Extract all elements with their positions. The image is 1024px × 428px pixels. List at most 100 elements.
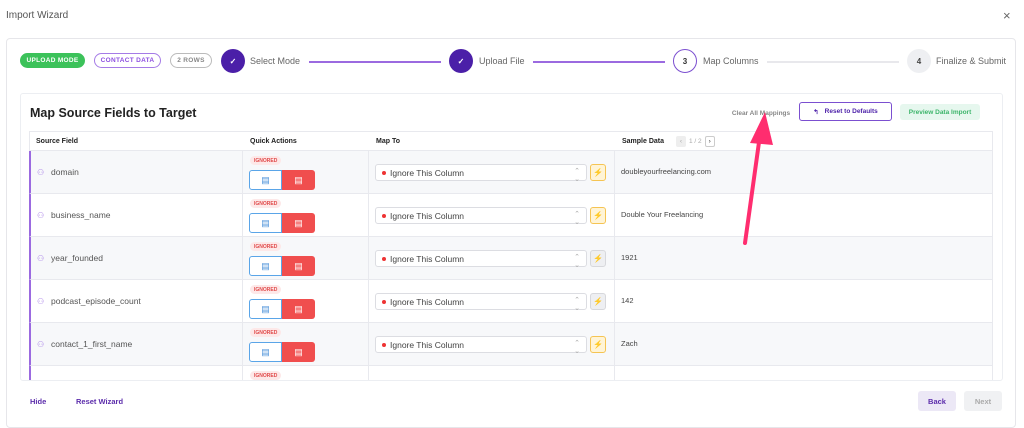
map-to-cell: Ignore This Column ⌃ ⌄ ⚡ xyxy=(369,151,615,194)
select-arrows-icon: ⌃ ⌄ xyxy=(574,297,580,312)
auto-map-bolt-icon[interactable]: ⚡ xyxy=(590,336,606,353)
map-to-select[interactable]: Ignore This Column ⌃ ⌄ xyxy=(375,207,587,226)
sample-value: 1921 xyxy=(621,253,638,262)
auto-map-bolt-icon[interactable]: ⚡ xyxy=(590,293,606,310)
selected-option: Ignore This Column xyxy=(390,296,465,307)
status-badge: IGNORED xyxy=(250,285,282,294)
status-dot xyxy=(382,257,386,261)
table-row: ⚇ year_founded IGNORED ▤ ▤ Ignore This Column… xyxy=(29,237,993,280)
source-field-name: year_founded xyxy=(51,253,103,263)
table-header: Source Field Quick Actions Map To Sample… xyxy=(29,131,993,151)
select-arrows-icon: ⌃ ⌄ xyxy=(574,168,580,183)
undo-icon: ↰ xyxy=(813,108,819,116)
quick-actions-cell: IGNORED ▤ ▤ xyxy=(243,280,369,323)
rows-chip: 2 ROWS xyxy=(170,53,212,68)
map-to-cell: Ignore This Column ⌃ ⌄ ⚡ xyxy=(369,280,615,323)
reset-to-defaults-button[interactable]: ↰ Reset to Defaults xyxy=(799,102,892,121)
map-to-select[interactable]: Ignore This Column ⌃ ⌄ xyxy=(375,293,587,312)
select-arrows-icon: ⌃ ⌄ xyxy=(574,211,580,226)
status-dot xyxy=(382,300,386,304)
status-dot xyxy=(382,214,386,218)
auto-map-bolt-icon[interactable]: ⚡ xyxy=(590,207,606,224)
sample-value: Zach xyxy=(621,339,638,348)
map-column-button[interactable]: ▤ xyxy=(249,213,282,233)
quick-actions-cell: IGNORED ▤ ▤ xyxy=(243,237,369,280)
table-row: ⚇ contact_1_first_name IGNORED ▤ ▤ Ignore Thi… xyxy=(29,323,993,366)
user-icon: ⚇ xyxy=(37,211,45,220)
user-icon: ⚇ xyxy=(37,340,45,349)
map-to-select[interactable]: Ignore This Column ⌃ ⌄ xyxy=(375,250,587,269)
user-icon: ⚇ xyxy=(37,254,45,263)
quick-actions-cell: IGNORED ▤ ▤ xyxy=(243,151,369,194)
source-field-name: domain xyxy=(51,167,79,177)
status-badge: IGNORED xyxy=(250,199,282,208)
title-bar: Import Wizard × xyxy=(0,0,1024,32)
next-page-icon[interactable]: › xyxy=(704,136,715,147)
status-dot xyxy=(382,343,386,347)
quick-actions-cell: IGNORED ▤ ▤ xyxy=(243,323,369,366)
map-column-button[interactable]: ▤ xyxy=(249,299,282,319)
status-dot xyxy=(382,171,386,175)
page-indicator: 1 / 2 xyxy=(689,138,702,145)
close-icon[interactable]: × xyxy=(1003,8,1011,23)
map-to-cell: Ignore This Column ⌃ ⌄ ⚡ xyxy=(369,194,615,237)
source-cell: ⚇ podcast_episode_count xyxy=(31,280,243,323)
step-2-label: Upload File xyxy=(479,56,525,66)
user-icon: ⚇ xyxy=(37,168,45,177)
map-column-button[interactable]: ▤ xyxy=(249,170,282,190)
window-title: Import Wizard xyxy=(6,10,69,21)
select-arrows-icon: ⌃ ⌄ xyxy=(574,254,580,269)
contact-data-chip: CONTACT DATA xyxy=(94,53,161,68)
prev-page-icon[interactable]: ‹ xyxy=(676,136,686,147)
back-button[interactable]: Back xyxy=(918,391,956,411)
selected-option: Ignore This Column xyxy=(390,210,465,221)
header-map-to: Map To xyxy=(376,138,400,145)
table-row: ⚇ domain IGNORED ▤ ▤ Ignore This Column ⌃ ⌄ ⚡ dou… xyxy=(29,151,993,194)
sample-cell: Zach xyxy=(615,323,993,366)
step-1-check-icon: ✓ xyxy=(221,49,245,73)
clear-all-mappings-button[interactable]: Clear All Mappings xyxy=(731,109,791,117)
select-arrows-icon: ⌃ ⌄ xyxy=(574,340,580,355)
source-field-name: podcast_episode_count xyxy=(51,296,141,306)
mapping-panel: Map Source Fields to Target Clear All Ma… xyxy=(20,93,1003,381)
reset-wizard-button[interactable]: Reset Wizard xyxy=(76,397,124,406)
map-column-button[interactable]: ▤ xyxy=(249,342,282,362)
source-field-name: business_name xyxy=(51,210,111,220)
ignore-column-button[interactable]: ▤ xyxy=(282,170,315,190)
quick-actions-cell: IGNORED ▤ ▤ xyxy=(243,194,369,237)
user-icon: ⚇ xyxy=(37,297,45,306)
selected-option: Ignore This Column xyxy=(390,253,465,264)
ignore-column-button[interactable]: ▤ xyxy=(282,256,315,276)
source-cell: ⚇ contact_1_first_name xyxy=(31,323,243,366)
next-button[interactable]: Next xyxy=(964,391,1002,411)
source-cell: ⚇ year_founded xyxy=(31,237,243,280)
step-connector xyxy=(533,61,665,63)
quick-actions-cell: IGNORED xyxy=(243,366,369,380)
step-4-circle: 4 xyxy=(907,49,931,73)
sample-cell: 142 xyxy=(615,280,993,323)
ignore-column-button[interactable]: ▤ xyxy=(282,299,315,319)
step-3-circle: 3 xyxy=(673,49,697,73)
ignore-column-button[interactable]: ▤ xyxy=(282,342,315,362)
status-badge: IGNORED xyxy=(250,242,282,251)
step-3-label: Map Columns xyxy=(703,56,759,66)
ignore-column-button[interactable]: ▤ xyxy=(282,213,315,233)
auto-map-bolt-icon[interactable]: ⚡ xyxy=(590,250,606,267)
header-quick-actions: Quick Actions xyxy=(250,138,297,145)
sample-value: Double Your Freelancing xyxy=(621,210,704,219)
sample-cell: Double Your Freelancing xyxy=(615,194,993,237)
status-badge: IGNORED xyxy=(250,328,282,337)
table-row: ⚇ podcast_episode_count IGNORED ▤ ▤ Ignore Th… xyxy=(29,280,993,323)
preview-data-import-button[interactable]: Preview Data Import xyxy=(900,104,980,120)
map-to-select[interactable]: Ignore This Column ⌃ ⌄ xyxy=(375,336,587,355)
map-column-button[interactable]: ▤ xyxy=(249,256,282,276)
hide-button[interactable]: Hide xyxy=(30,397,47,406)
step-connector xyxy=(309,61,441,63)
sample-cell: 1921 xyxy=(615,237,993,280)
source-cell: ⚇ business_name xyxy=(31,194,243,237)
map-to-select[interactable]: Ignore This Column ⌃ ⌄ xyxy=(375,164,587,183)
auto-map-bolt-icon[interactable]: ⚡ xyxy=(590,164,606,181)
sample-cell: doubleyourfreelancing.com xyxy=(615,151,993,194)
map-to-cell: Ignore This Column ⌃ ⌄ ⚡ xyxy=(369,323,615,366)
map-to-cell xyxy=(369,366,615,380)
